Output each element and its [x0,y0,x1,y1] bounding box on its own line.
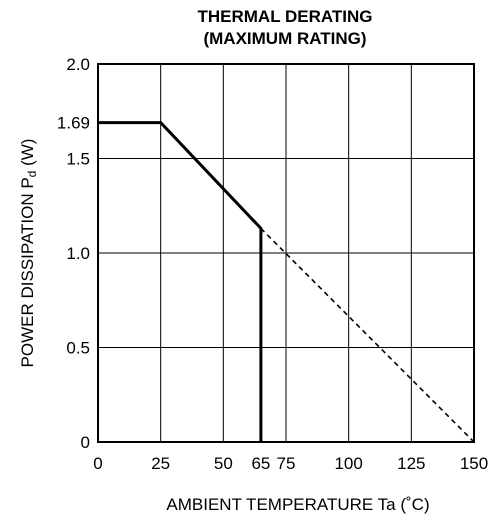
y-tick-label-0.5: 0.5 [66,339,90,358]
y-tick-label-2: 2.0 [66,55,90,74]
x-tick-label-65: 65 [251,454,270,473]
x-axis-label: AMBIENT TEMPERATURE Ta (˚C) [166,495,429,514]
x-tick-label-75: 75 [277,454,296,473]
y-axis-label: POWER DISSIPATION Pd (W) [18,139,39,368]
chart-title-line-2: (MAXIMUM RATING) [203,29,366,48]
y-tick-label-1.69: 1.69 [57,114,90,133]
y-axis-label-prefix: POWER DISSIPATION P [18,177,37,367]
derating-curve [98,121,263,442]
x-tick-labels: 0 25 50 65 75 100 125 150 [93,454,488,473]
plot-frame [97,63,475,443]
x-tick-label-125: 125 [397,454,425,473]
x-tick-label-25: 25 [151,454,170,473]
grid-lines [98,64,474,442]
x-tick-label-0: 0 [93,454,102,473]
y-tick-labels: 0 0.5 1.0 1.5 1.69 2.0 [57,55,90,452]
y-axis-label-suffix: (W) [18,139,37,171]
derating-extension-line [260,227,475,443]
series-lines [98,121,475,443]
y-tick-label-1: 1.0 [66,244,90,263]
y-tick-label-0: 0 [81,433,90,452]
x-tick-label-150: 150 [460,454,488,473]
y-tick-label-1.5: 1.5 [66,150,90,169]
x-tick-label-100: 100 [334,454,362,473]
y-axis-label-subscript: d [25,171,39,178]
x-tick-label-50: 50 [214,454,233,473]
chart-title-line-1: THERMAL DERATING [197,7,372,26]
